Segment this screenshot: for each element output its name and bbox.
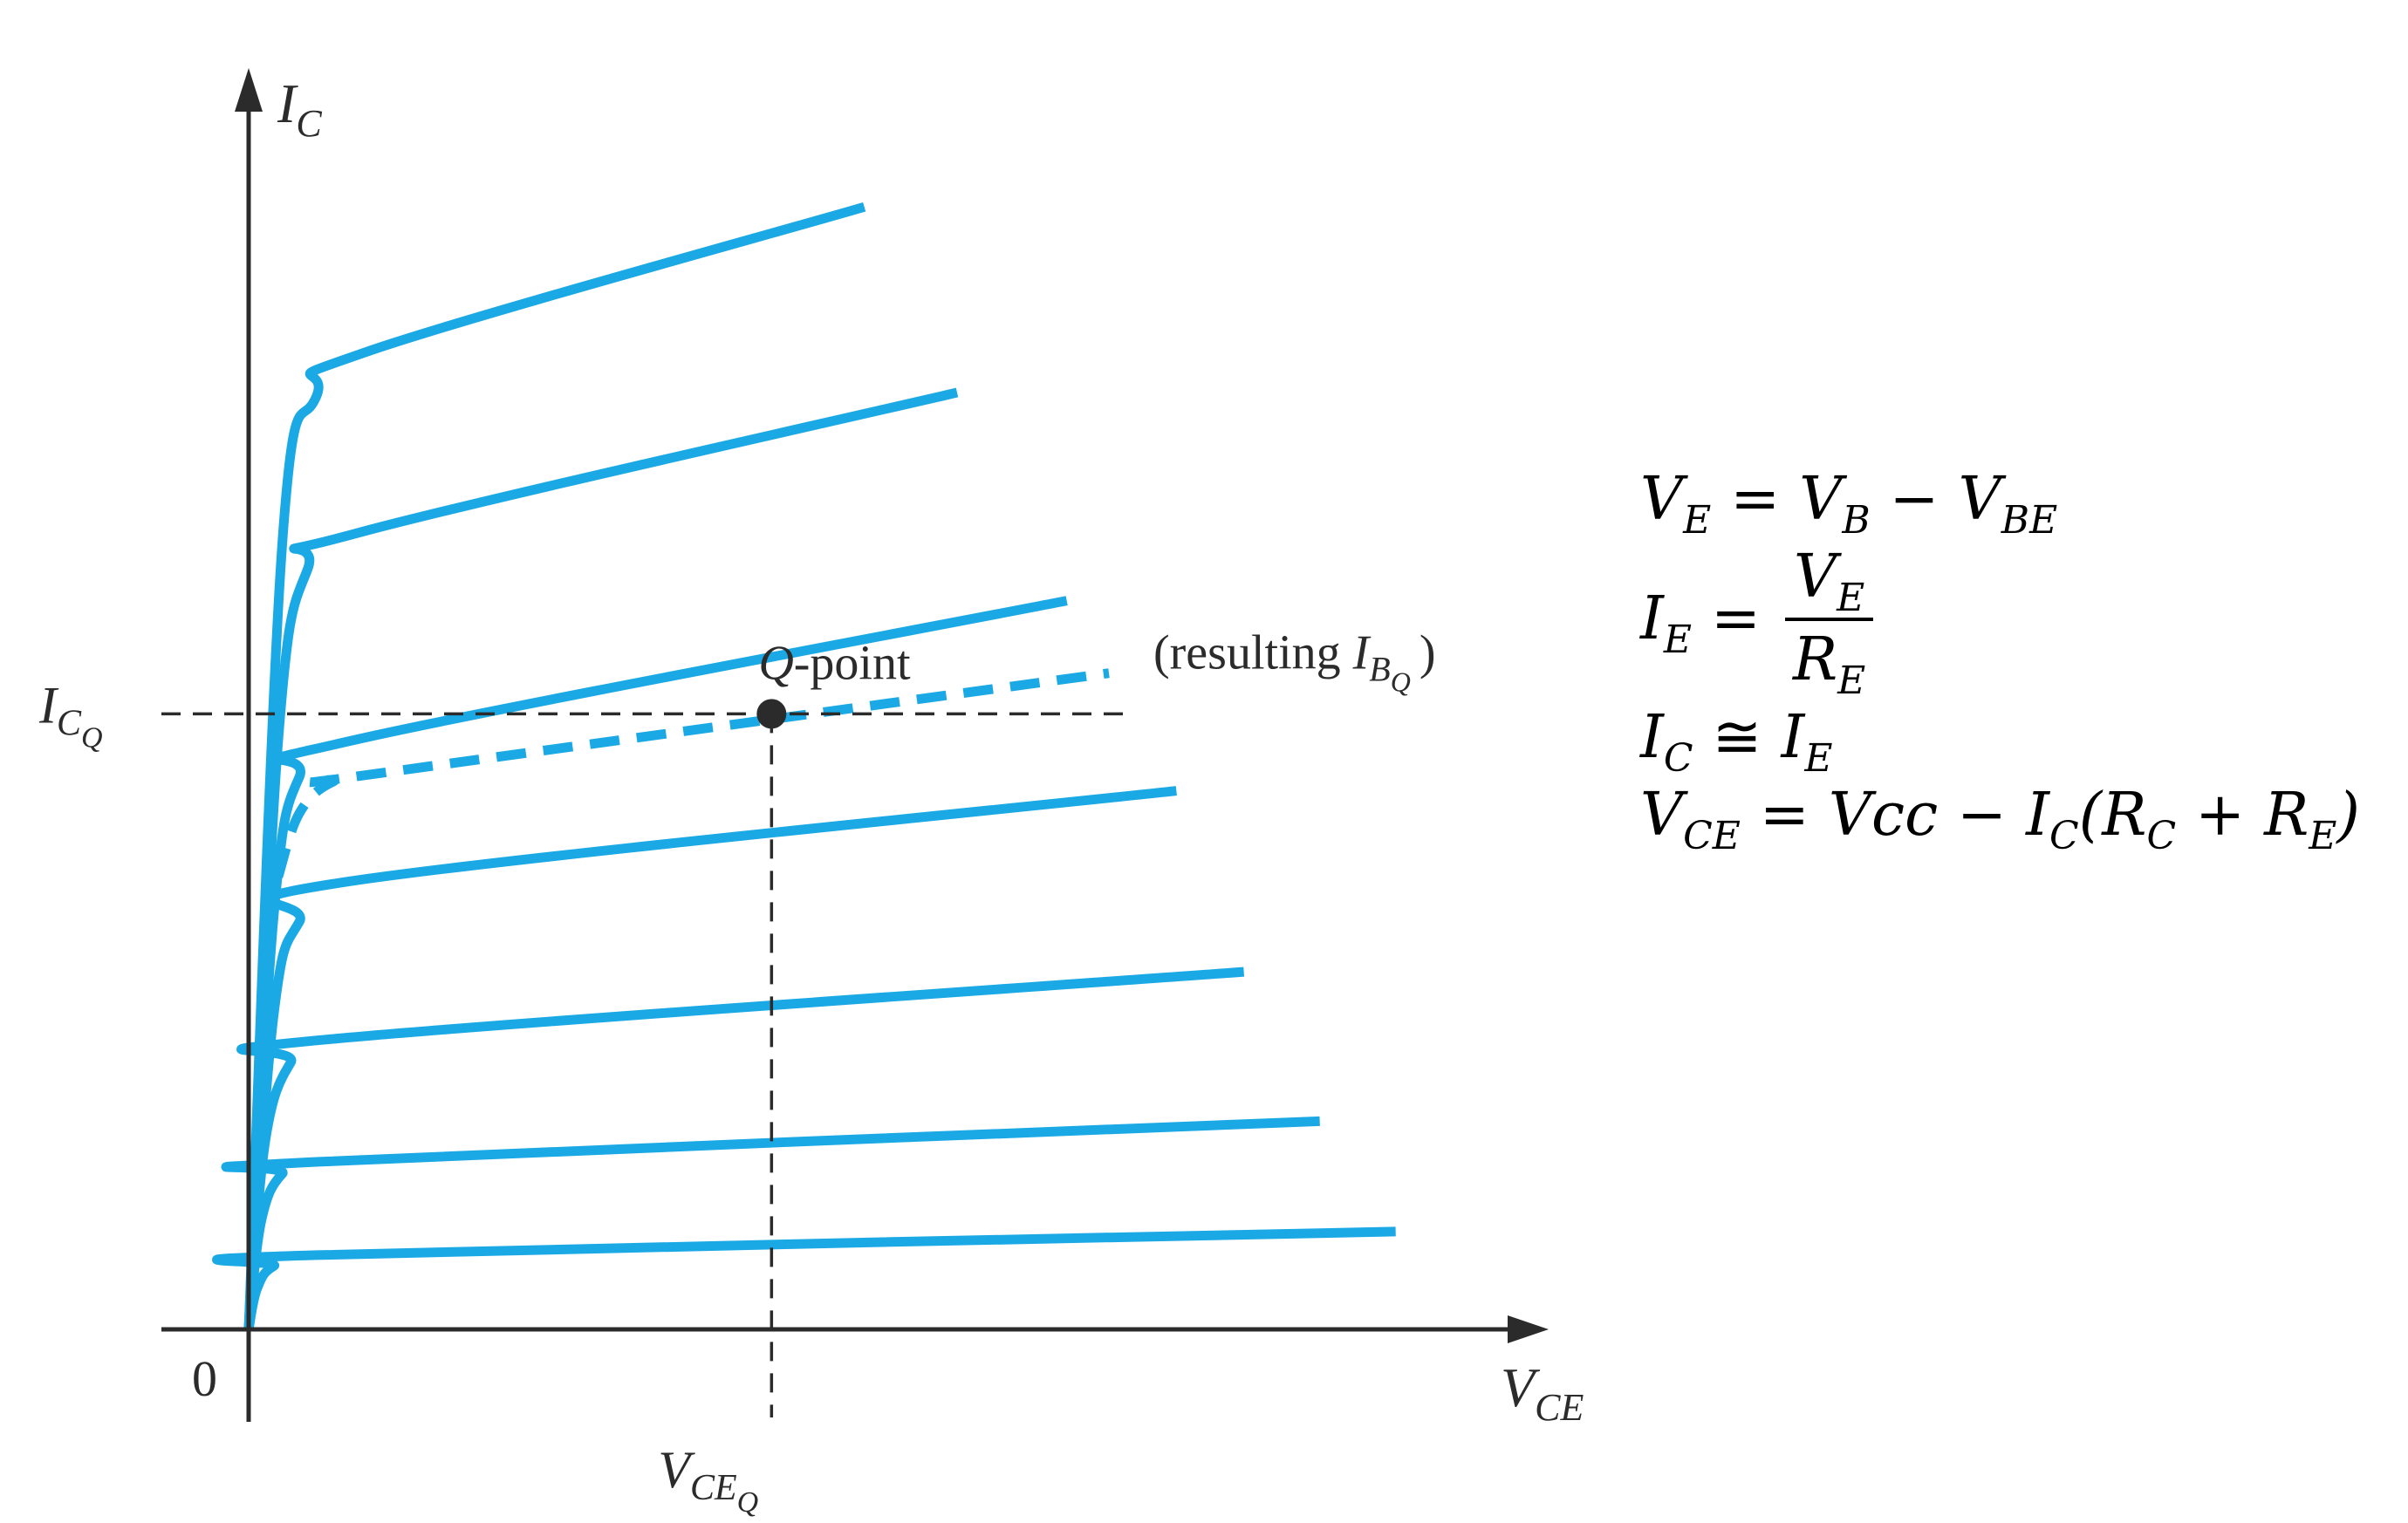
eq4-term: IC (2026, 781, 2079, 858)
eq1-term: VBE (1958, 465, 2058, 543)
eq4-op: + (2195, 781, 2246, 850)
dashed-curve-label: (resulting IBQ) (1153, 626, 1435, 698)
equation-collector-current: IC ≅ IE (1640, 700, 2360, 781)
q-point-label: Q-point (758, 636, 911, 690)
ib-curve-q-dashed (273, 668, 1110, 878)
eq1-op: = (1730, 465, 1781, 534)
eq3-op: ≅ (1712, 703, 1762, 772)
eq3-term: IC (1640, 703, 1693, 781)
eq4-term: (RC (2078, 781, 2177, 858)
vceq-label: VCEQ (658, 1441, 758, 1519)
equation-emitter-current: IE = VE RE (1640, 540, 2360, 703)
ib-curve-group (212, 201, 1396, 1331)
eq2-fraction: VE RE (1784, 540, 1874, 703)
eq4-term: VCE (1640, 781, 1741, 858)
ib-curve-7 (243, 387, 959, 1330)
equation-vce: VCE = Vcc − IC (RC + RE ) (1640, 778, 2360, 858)
origin-label: 0 (192, 1350, 217, 1407)
x-axis-arrowhead (1508, 1315, 1549, 1343)
q-point-marker (756, 699, 787, 729)
eq2-denominator: RE (1792, 625, 1866, 703)
eq4-op: − (1957, 781, 2008, 850)
eq2-numerator: VE (1784, 540, 1874, 621)
eq4-op: = (1759, 781, 1809, 850)
equations-block: VE = VB − VBE IE = VE RE IC ≅ IE VCE = V… (1640, 462, 2360, 858)
ib-curve-3 (236, 966, 1245, 1330)
eq4-term: RE (2264, 781, 2337, 858)
ib-curve-8 (243, 201, 866, 1330)
eq3-term: IE (1781, 703, 1833, 781)
ib-curve-1 (212, 1226, 1396, 1331)
ib-curve-6 (243, 596, 1068, 1330)
eq2-lhs: IE (1640, 584, 1692, 662)
eq4-term: ) (2336, 781, 2360, 850)
y-axis-arrowhead (235, 68, 263, 112)
equation-emitter-voltage: VE = VB − VBE (1640, 462, 2360, 543)
icq-label: ICQ (38, 676, 103, 754)
eq4-term: Vcc (1828, 781, 1939, 850)
x-axis-label: VCE (1501, 1356, 1584, 1429)
y-axis-label: IC (277, 72, 322, 145)
eq1-op: − (1889, 465, 1939, 534)
eq2-op: = (1711, 584, 1761, 653)
eq1-term: VE (1640, 465, 1712, 543)
eq1-term: VB (1799, 465, 1871, 543)
